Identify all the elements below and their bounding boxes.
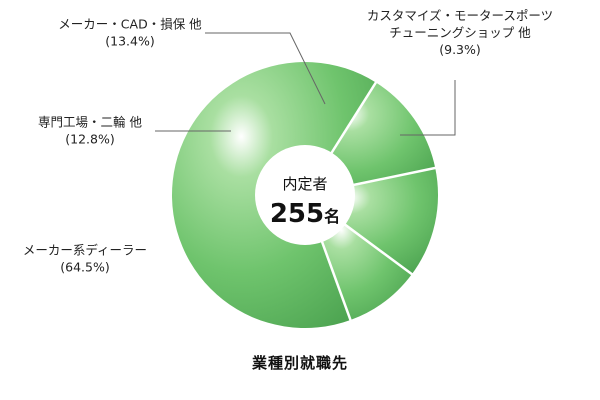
center-label: 内定者 bbox=[282, 175, 327, 193]
slice-divider bbox=[342, 222, 414, 276]
center-total: 255名 bbox=[270, 199, 340, 229]
leader-line bbox=[205, 32, 326, 105]
slice-name-label: メーカー系ディーラー bbox=[23, 243, 147, 258]
slice-name-label: カスタマイズ・モータースポーツ bbox=[367, 8, 553, 23]
slice-name-label: チューニングショップ 他 bbox=[389, 25, 531, 40]
slice-percent-label: (12.8%) bbox=[65, 132, 114, 147]
center-hole bbox=[255, 145, 355, 245]
center-unit: 名 bbox=[324, 207, 340, 226]
slice-percent-label: (13.4%) bbox=[105, 34, 154, 49]
leader-line bbox=[400, 80, 456, 136]
slice-percent-label: (9.3%) bbox=[439, 42, 481, 57]
center-value: 255 bbox=[270, 199, 324, 229]
slice-divider bbox=[329, 80, 378, 156]
slice-divider bbox=[351, 166, 437, 187]
slice-divider bbox=[320, 239, 353, 322]
slice-labels: メーカー系ディーラー (64.5%) 専門工場・二輪 他 (12.8%) メーカー・CA… bbox=[23, 8, 553, 275]
slice-dividers bbox=[320, 80, 437, 322]
chart-caption: 業種別就職先 bbox=[251, 354, 348, 372]
slice-percent-label: (64.5%) bbox=[60, 260, 109, 275]
slice-name-label: 専門工場・二輪 他 bbox=[38, 115, 142, 130]
slice-name-label: メーカー・CAD・損保 他 bbox=[58, 17, 202, 32]
